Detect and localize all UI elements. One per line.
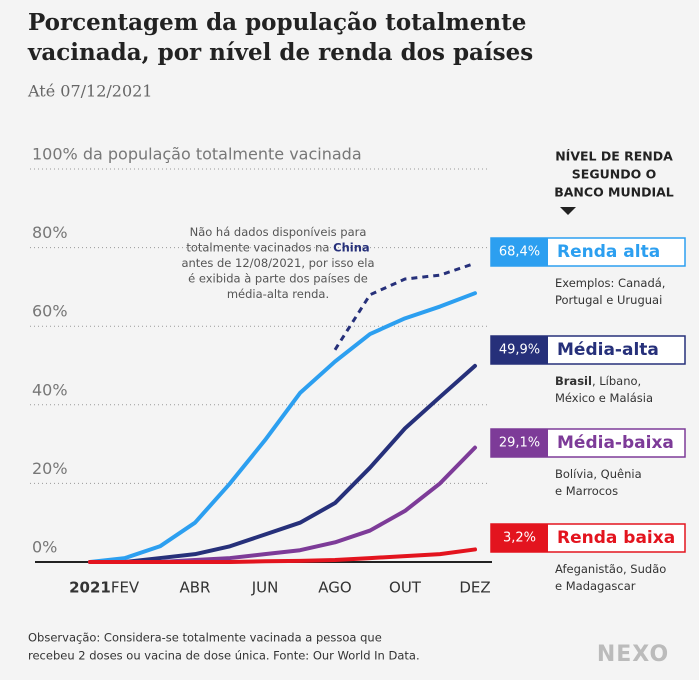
chart-title: vacinada, por nível de renda dos países [27,39,533,66]
value-label: 49,9% [499,343,540,358]
chart-title: Porcentagem da população totalmente [28,9,526,36]
legend-note-text: Exemplos: Canadá, [555,276,665,290]
legend-note-text: Afeganistão, Sudão [555,562,666,576]
legend-note-bold: Brasil [555,374,592,388]
dashed-line [333,261,476,351]
legend-note: e Madagascar [555,579,636,593]
x-tick-label: ABR [180,579,211,597]
value-label: 68,4% [499,245,540,260]
x-tick-label: FEV [111,579,140,597]
y-tick-label: 80% [32,223,68,242]
annotation-text: totalmente vacinados na [186,240,333,254]
chart-subtitle: Até 07/12/2021 [27,82,152,101]
x-tick-label: OUT [389,579,422,597]
value-label-bg [491,238,548,266]
annotation-text: Não há dados disponíveis para [190,225,367,239]
legend-note-text: Bolívia, Quênia [555,467,642,481]
annotation-highlight: China [333,240,370,254]
value-label: 29,1% [499,436,540,451]
series-line [88,291,477,564]
legend-note-text: e Madagascar [555,579,636,593]
legend-note: Afeganistão, Sudão [555,562,666,576]
legend-note: Portugal e Uruguai [555,293,662,307]
annotation: totalmente vacinados na China [186,240,369,254]
x-tick-label: 2021 [69,579,111,597]
legend-note: México e Malásia [555,391,653,405]
legend-label: Renda alta [557,242,660,262]
series-line [88,547,477,564]
annotation: média-alta renda. [227,287,329,301]
legend-arrow [560,207,576,215]
x-tick-label: AGO [318,579,351,597]
y-tick-label: 20% [32,459,68,478]
annotation-text: média-alta renda. [227,287,329,301]
value-label-bg [491,524,548,552]
y-tick-label: 40% [32,380,68,399]
x-tick-label: JUN [251,579,279,597]
legend-note-text: Portugal e Uruguai [555,293,662,307]
annotation-text: é exibida à parte dos países de [188,271,368,285]
legend-note-text: e Marrocos [555,484,618,498]
logo: NEXO [597,642,669,667]
value-label-bg [491,336,548,364]
legend-note-text: , Líbano, [592,374,641,388]
legend-note-text: México e Malásia [555,391,653,405]
legend-label: Média-alta [557,340,659,360]
legend-label: Renda baixa [557,528,675,548]
annotation: é exibida à parte dos países de [188,271,368,285]
annotation: Não há dados disponíveis para [190,225,367,239]
annotation: antes de 12/08/2021, por isso ela [181,256,374,270]
legend-title: NÍVEL DE RENDA [555,149,673,164]
x-tick-label: DEZ [459,579,490,597]
footnote: Observação: Considera-se totalmente vaci… [28,631,382,645]
legend-note: Brasil, Líbano, [555,374,641,388]
legend-note: Exemplos: Canadá, [555,276,665,290]
value-label: 3,2% [503,531,536,546]
legend-title: SEGUNDO O [572,167,656,182]
legend-note: e Marrocos [555,484,618,498]
legend-title: BANCO MUNDIAL [554,185,674,200]
y-tick-label: 0% [32,538,57,557]
y-tick-label: 60% [32,302,68,321]
legend-note: Bolívia, Quênia [555,467,642,481]
value-label-bg [491,429,548,457]
series-line [88,363,477,564]
footnote: recebeu 2 doses ou vacina de dose única.… [28,649,420,663]
legend-label: Média-baixa [557,433,674,453]
annotation-text: antes de 12/08/2021, por isso ela [181,256,374,270]
y-tick-label: 100% da população totalmente vacinada [32,145,362,164]
